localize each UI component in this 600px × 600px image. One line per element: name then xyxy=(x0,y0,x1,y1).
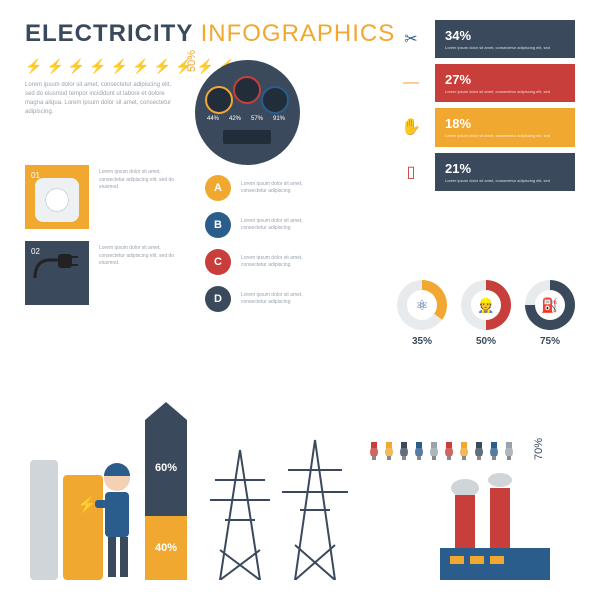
outlet-icon xyxy=(35,178,79,222)
num-text: Lorem ipsum dolor sit amet, consectetur … xyxy=(99,241,180,268)
gauge-icon xyxy=(205,86,233,114)
vbar-bot-label: 40% xyxy=(155,542,177,554)
factory-icon xyxy=(440,470,550,580)
tool-icon: ✋ xyxy=(395,111,427,143)
bulb-icon xyxy=(503,442,515,460)
donut-icon: 👷 xyxy=(471,290,501,320)
bulb-row xyxy=(368,442,515,460)
letter-row: A Lorem ipsum dolor sit amet, consectetur… xyxy=(205,175,326,201)
vbar-segment-bot: 40% xyxy=(145,516,187,580)
letter-text: Lorem ipsum dolor sit amet, consectetur … xyxy=(241,255,326,269)
bulb-icon xyxy=(383,442,395,460)
letter-text: Lorem ipsum dolor sit amet, consectetur … xyxy=(241,218,326,232)
letter-badge: B xyxy=(205,212,231,238)
electric-meter: 44% 42% 57% 91% xyxy=(195,60,300,165)
bulb-icon xyxy=(368,442,380,460)
vertical-bar-chart: 60% 40% xyxy=(145,420,187,580)
donut-chart: ⚛ 35% xyxy=(397,280,447,347)
stat-row: ✂ 34% Lorem ipsum dolor sit amet, consecte… xyxy=(395,20,575,58)
stat-percent: 18% xyxy=(445,116,565,131)
bolt-percent: 50% xyxy=(186,50,198,72)
bulb-icon xyxy=(443,442,455,460)
stat-row: ✋ 18% Lorem ipsum dolor sit amet, consecte… xyxy=(395,108,575,146)
stat-box: 21% Lorem ipsum dolor sit amet, consectet… xyxy=(435,153,575,191)
letter-list: A Lorem ipsum dolor sit amet, consectetur… xyxy=(205,175,326,323)
bar-arrow xyxy=(145,402,187,420)
gauge-label: 42% xyxy=(229,116,241,122)
bulb-icon xyxy=(428,442,440,460)
letter-row: B Lorem ipsum dolor sit amet, consectetur… xyxy=(205,212,326,238)
stat-box: 18% Lorem ipsum dolor sit amet, consectet… xyxy=(435,108,575,146)
letter-text: Lorem ipsum dolor sit amet, consectetur … xyxy=(241,181,326,195)
stat-box: 34% Lorem ipsum dolor sit amet, consectet… xyxy=(435,20,575,58)
intro-text: Lorem ipsum dolor sit amet, consectetur … xyxy=(25,81,180,117)
bolt-icon: ⚡ xyxy=(68,58,85,75)
bolt-icon: ⚡ xyxy=(25,58,42,75)
donut-ring: 👷 xyxy=(461,280,511,330)
stat-text: Lorem ipsum dolor sit amet, consectetur … xyxy=(445,178,565,183)
donut-chart: 👷 50% xyxy=(461,280,511,347)
stat-text: Lorem ipsum dolor sit amet, consectetur … xyxy=(445,133,565,138)
letter-badge: D xyxy=(205,286,231,312)
stats-sidebar: ✂ 34% Lorem ipsum dolor sit amet, consecte… xyxy=(395,20,575,197)
letter-badge: A xyxy=(205,175,231,201)
tool-icon: ✂ xyxy=(395,23,427,55)
bulb-percent: 70% xyxy=(533,438,545,460)
donut-percent: 50% xyxy=(461,336,511,347)
letter-row: D Lorem ipsum dolor sit amet, consectetur… xyxy=(205,286,326,312)
meter-display xyxy=(223,130,271,144)
bolt-icon: ⚡ xyxy=(111,58,128,75)
vbar-top-label: 60% xyxy=(155,462,177,474)
bulb-icon xyxy=(398,442,410,460)
gauge-icon xyxy=(233,76,261,104)
stat-percent: 34% xyxy=(445,28,565,43)
vbar-segment-top: 60% xyxy=(145,420,187,516)
letter-text: Lorem ipsum dolor sit amet, consectetur … xyxy=(241,292,326,306)
worker-icon: ⚡ xyxy=(25,430,135,580)
letter-badge: C xyxy=(205,249,231,275)
plug-icon xyxy=(30,248,80,284)
gauge-label: 91% xyxy=(273,116,285,122)
bolt-icon: ⚡ xyxy=(46,58,63,75)
stat-text: Lorem ipsum dolor sit amet, consectetur … xyxy=(445,89,565,94)
donut-icon: ⚛ xyxy=(407,290,437,320)
stat-row: ▯ 21% Lorem ipsum dolor sit amet, consecte… xyxy=(395,153,575,191)
donut-chart: ⛽ 75% xyxy=(525,280,575,347)
gauge-label: 44% xyxy=(207,116,219,122)
bulb-icon xyxy=(488,442,500,460)
stat-percent: 21% xyxy=(445,161,565,176)
bolt-icon: ⚡ xyxy=(154,58,171,75)
num-text: Lorem ipsum dolor sit amet, consectetur … xyxy=(99,165,180,192)
bolt-icon: ⚡ xyxy=(132,58,149,75)
donut-icon: ⛽ xyxy=(535,290,565,320)
gauge-label: 57% xyxy=(251,116,263,122)
tool-icon: ▯ xyxy=(395,156,427,188)
bottom-section: ⚡ 60% 40% 70% xyxy=(25,390,575,580)
bulb-icon xyxy=(458,442,470,460)
gauge-icon xyxy=(261,86,289,114)
donut-percent: 35% xyxy=(397,336,447,347)
svg-text:⚡: ⚡ xyxy=(77,495,97,514)
infographic-root: ELECTRICITY INFOGRAPHICS ⚡⚡⚡⚡⚡⚡⚡⚡⚡⚡ Lore… xyxy=(0,0,600,600)
donut-charts: ⚛ 35% 👷 50% ⛽ 75% xyxy=(397,280,575,347)
donut-ring: ⚛ xyxy=(397,280,447,330)
donut-ring: ⛽ xyxy=(525,280,575,330)
stat-row: — 27% Lorem ipsum dolor sit amet, consecte… xyxy=(395,64,575,102)
donut-percent: 75% xyxy=(525,336,575,347)
letter-row: C Lorem ipsum dolor sit amet, consectetur… xyxy=(205,249,326,275)
tool-icon: — xyxy=(395,67,427,99)
stat-text: Lorem ipsum dolor sit amet, consectetur … xyxy=(445,45,565,50)
pylon-icon xyxy=(200,430,380,580)
bulb-icon xyxy=(473,442,485,460)
title-accent: INFOGRAPHICS xyxy=(201,20,396,47)
stat-box: 27% Lorem ipsum dolor sit amet, consectet… xyxy=(435,64,575,102)
bolt-icon: ⚡ xyxy=(89,58,106,75)
stat-percent: 27% xyxy=(445,72,565,87)
title-main: ELECTRICITY xyxy=(25,20,193,47)
bulb-icon xyxy=(413,442,425,460)
